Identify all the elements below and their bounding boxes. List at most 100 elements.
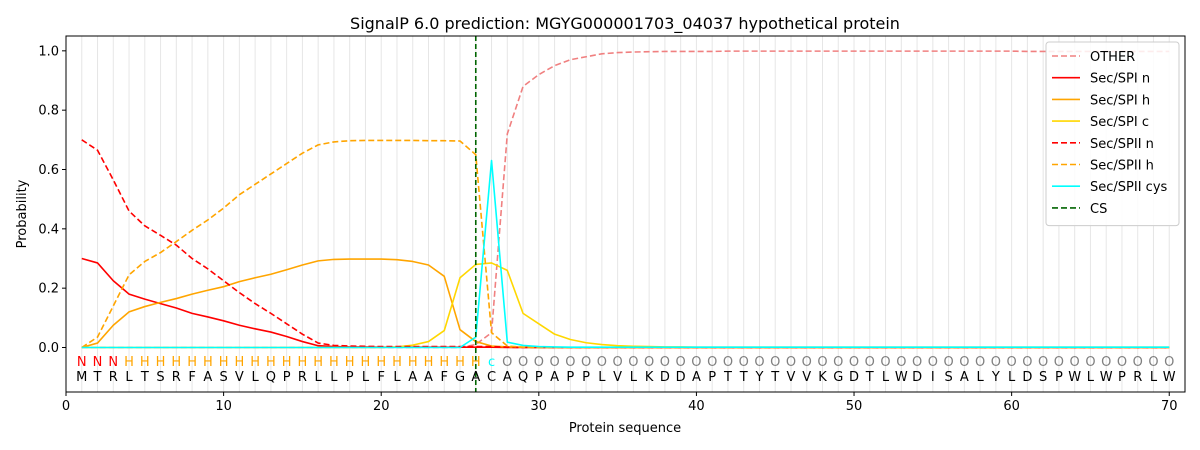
residue-class-label: H xyxy=(250,355,260,370)
sequence-residue: A xyxy=(503,370,512,385)
sequence-residue: V xyxy=(787,370,796,385)
x-tick-label: 30 xyxy=(531,399,548,414)
y-axis-label: Probability xyxy=(15,179,30,248)
residue-class-label: O xyxy=(959,355,969,370)
sequence-residue: D xyxy=(660,370,670,385)
residue-class-label: H xyxy=(219,355,229,370)
residue-class-label: O xyxy=(518,355,528,370)
residue-class-label: H xyxy=(124,355,134,370)
sequence-residue: R xyxy=(172,370,181,385)
residue-class-label: O xyxy=(597,355,607,370)
sequence-residue: V xyxy=(235,370,244,385)
legend-label: Sec/SPII n xyxy=(1090,137,1154,152)
sequence-residue: T xyxy=(739,370,748,385)
sequence-residue: L xyxy=(315,370,323,385)
sequence-residue: F xyxy=(188,370,195,385)
sequence-residue: S xyxy=(944,370,952,385)
sequence-residue: L xyxy=(393,370,401,385)
residue-class-label: O xyxy=(943,355,953,370)
sequence-residue: L xyxy=(1008,370,1016,385)
residue-class-label: O xyxy=(628,355,638,370)
residue-class-label: H xyxy=(313,355,323,370)
sequence-residue: T xyxy=(723,370,732,385)
sequence-residue: P xyxy=(1055,370,1063,385)
sequence-residue: T xyxy=(140,370,149,385)
residue-class-label: O xyxy=(1007,355,1017,370)
sequence-residue: L xyxy=(330,370,338,385)
residue-class-label: H xyxy=(282,355,292,370)
residue-class-label: O xyxy=(644,355,654,370)
sequence-residue: D xyxy=(1022,370,1032,385)
sequence-residue: L xyxy=(125,370,133,385)
residue-class-label: O xyxy=(849,355,859,370)
sequence-residue: L xyxy=(976,370,984,385)
sequence-residue: P xyxy=(535,370,543,385)
residue-class-label: O xyxy=(912,355,922,370)
sequence-residue: P xyxy=(566,370,574,385)
sequence-residue: L xyxy=(598,370,606,385)
residue-class-label: O xyxy=(880,355,890,370)
legend-box xyxy=(1045,41,1180,227)
sequence-residue: W xyxy=(1100,370,1113,385)
residue-class-label: O xyxy=(1148,355,1158,370)
residue-class-label: H xyxy=(171,355,181,370)
x-tick-label: 20 xyxy=(373,399,390,414)
residue-class-label: N xyxy=(77,355,87,370)
residue-class-label: H xyxy=(376,355,386,370)
residue-class-label: O xyxy=(676,355,686,370)
axis-layer: 0 10 20 30 40 50 60 70 0.0 0.2 0.4 0.6 0.8 1.0 xyxy=(38,44,1177,414)
sequence-residue: S xyxy=(219,370,227,385)
plot-frame xyxy=(65,35,1186,393)
x-tick-label: 50 xyxy=(846,399,863,414)
sequence-residue: L xyxy=(362,370,370,385)
sequence-residue: R xyxy=(298,370,307,385)
sequence-residue: L xyxy=(1087,370,1095,385)
residue-class-label: O xyxy=(660,355,670,370)
sequence-residue: F xyxy=(441,370,448,385)
sequence-residue: L xyxy=(882,370,890,385)
residue-class-label: H xyxy=(408,355,418,370)
x-tick-label: 70 xyxy=(1161,399,1178,414)
sequence-residue: C xyxy=(487,370,496,385)
residue-class-label: O xyxy=(581,355,591,370)
residue-class-label: O xyxy=(565,355,575,370)
sequence-residue: P xyxy=(582,370,590,385)
residue-class-label: O xyxy=(739,355,749,370)
sequence-residue: Q xyxy=(266,370,276,385)
residue-class-label: O xyxy=(1070,355,1080,370)
sequence-residue: I xyxy=(931,370,935,385)
residue-class-label: H xyxy=(203,355,213,370)
sequence-residue: A xyxy=(203,370,212,385)
chart-title: SignalP 6.0 prediction: MGYG000001703_04… xyxy=(350,14,900,34)
plot-layer xyxy=(81,36,1170,392)
y-tick-label: 0.6 xyxy=(38,163,59,178)
sequence-residue: M xyxy=(76,370,87,385)
y-tick-label: 1.0 xyxy=(38,44,59,59)
sequence-residue: R xyxy=(1133,370,1142,385)
sequence-residue: R xyxy=(109,370,118,385)
residue-class-label: H xyxy=(329,355,339,370)
residue-class-label: O xyxy=(802,355,812,370)
legend-label: Sec/SPI h xyxy=(1090,93,1150,108)
sequence-residue: A xyxy=(424,370,433,385)
residue-class-label: O xyxy=(975,355,985,370)
sequence-residue: W xyxy=(1163,370,1176,385)
sequence-residue: L xyxy=(1150,370,1158,385)
x-tick-label: 40 xyxy=(688,399,705,414)
residue-class-label: O xyxy=(770,355,780,370)
residue-class-label: O xyxy=(1085,355,1095,370)
residue-class-label: H xyxy=(439,355,449,370)
series-line-sec-spii-cys xyxy=(81,159,1170,349)
residue-class-label: O xyxy=(928,355,938,370)
residue-class-label: O xyxy=(786,355,796,370)
residue-class-label: O xyxy=(691,355,701,370)
sequence-residue: Y xyxy=(754,370,763,385)
sequence-residue: L xyxy=(630,370,638,385)
residue-class-label: H xyxy=(424,355,434,370)
sequence-residue: A xyxy=(692,370,701,385)
sequence-residue: W xyxy=(895,370,908,385)
sequence-residue: D xyxy=(676,370,686,385)
legend-label: Sec/SPI n xyxy=(1090,72,1150,87)
residue-class-label: H xyxy=(471,355,481,370)
